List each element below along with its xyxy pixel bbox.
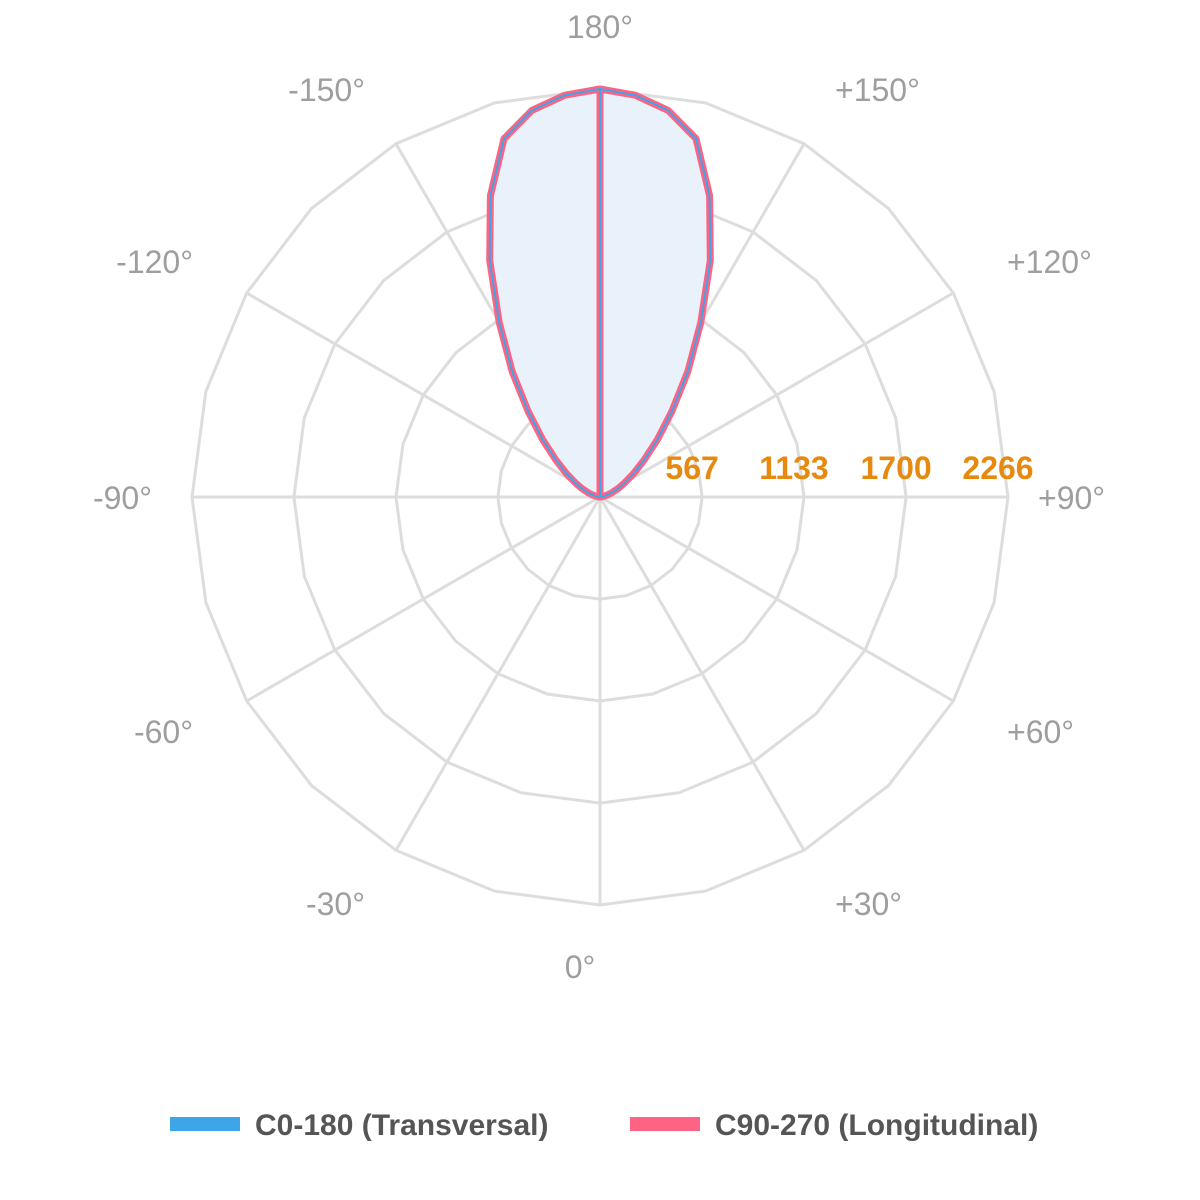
radial-tick-label: 567 xyxy=(665,450,718,486)
angle-label: +90° xyxy=(1038,480,1105,516)
angle-label: -150° xyxy=(288,72,365,108)
legend-item-longitudinal[interactable]: C90-270 (Longitudinal) xyxy=(630,1109,1038,1142)
legend-swatch-transversal xyxy=(170,1117,240,1131)
angle-label: -120° xyxy=(116,244,193,280)
angle-label: -30° xyxy=(306,886,365,922)
angle-label: +60° xyxy=(1007,714,1074,750)
angle-label: +30° xyxy=(835,886,902,922)
legend-swatch-longitudinal xyxy=(630,1117,700,1131)
grid-spoke xyxy=(599,495,955,703)
angle-label: 0° xyxy=(565,949,596,985)
grid-spoke xyxy=(394,496,602,852)
angle-label: +150° xyxy=(835,72,920,108)
grid-spoke xyxy=(598,496,806,852)
legend-item-transversal[interactable]: C0-180 (Transversal) xyxy=(170,1109,549,1142)
series-layer xyxy=(486,85,714,501)
angle-label: -60° xyxy=(134,714,193,750)
angle-label: 180° xyxy=(567,9,633,45)
label-layer: 0° +30° +60° +90° +120° +150° 180° -150° -120° -9… xyxy=(93,9,1105,985)
radial-tick-label: 1700 xyxy=(861,450,932,486)
radial-tick-label: 2266 xyxy=(962,450,1033,486)
angle-label: +120° xyxy=(1007,244,1092,280)
series-line-transversal xyxy=(488,88,712,498)
legend: C0-180 (Transversal) C90-270 (Longitudin… xyxy=(170,1109,1038,1142)
radial-tick-label: 1133 xyxy=(759,450,828,486)
grid-spoke xyxy=(599,291,955,499)
legend-label-transversal: C0-180 (Transversal) xyxy=(255,1109,549,1142)
grid-spoke xyxy=(245,291,601,499)
legend-label-longitudinal: C90-270 (Longitudinal) xyxy=(715,1109,1038,1142)
angle-label: -90° xyxy=(93,480,152,516)
grid-spoke xyxy=(245,495,601,703)
